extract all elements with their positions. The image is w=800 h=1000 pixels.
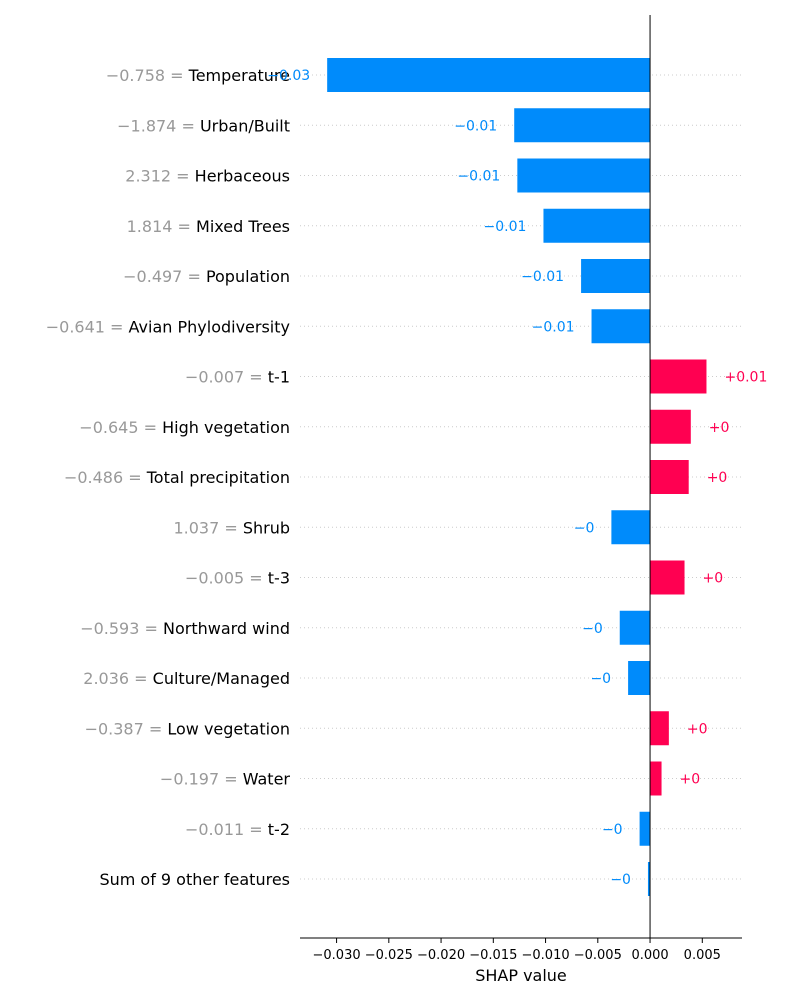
feature-label: −0.593 = Northward wind (80, 619, 290, 638)
bar (650, 460, 689, 494)
feature-name: Culture/Managed (153, 669, 290, 688)
feature-value: −0.011 = (185, 820, 268, 839)
feature-name: Shrub (243, 518, 290, 537)
bar (619, 610, 651, 645)
bar (647, 862, 651, 896)
bar (650, 359, 707, 394)
feature-value: 2.312 = (125, 167, 194, 186)
x-axis-title: SHAP value (475, 966, 567, 985)
bar-value-label: +0 (709, 420, 730, 436)
feature-label: 1.037 = Shrub (173, 518, 290, 537)
feature-label: −0.387 = Low vegetation (85, 719, 290, 738)
bar (517, 158, 651, 193)
bar (628, 661, 651, 695)
bars (327, 58, 707, 896)
bar-value-label: +0 (680, 772, 701, 788)
x-axis: −0.030 −0.025 −0.020 −0.015 −0.010 −0.005 0.00… (300, 937, 742, 963)
bar-value-label: −0 (590, 671, 611, 687)
bar (650, 711, 669, 746)
feature-name: Avian Phylodiversity (129, 317, 290, 336)
x-tick-label: −0.010 (522, 948, 570, 963)
bar (327, 58, 651, 92)
feature-value: −0.486 = (64, 468, 147, 487)
bar-value-label: −0.01 (521, 269, 564, 285)
feature-value: −0.758 = (106, 66, 189, 85)
bar (611, 510, 651, 545)
x-tick-label: −0.005 (574, 948, 622, 963)
x-tick-label: −0.030 (313, 948, 361, 963)
feature-label: 2.312 = Herbaceous (125, 167, 290, 186)
bar-value-label: −0.01 (484, 219, 527, 235)
feature-label: −0.011 = t-2 (185, 820, 290, 839)
feature-value: 1.037 = (173, 518, 242, 537)
feature-label: 2.036 = Culture/Managed (83, 669, 290, 688)
feature-label: −0.497 = Population (123, 267, 290, 286)
feature-name: Population (206, 267, 290, 286)
feature-name: Urban/Built (200, 116, 290, 135)
x-tick-label: −0.025 (365, 948, 413, 963)
bar (650, 409, 691, 444)
feature-value: −0.197 = (160, 770, 243, 789)
bar-value-label: −0 (582, 621, 603, 637)
feature-name: Herbaceous (195, 167, 290, 186)
feature-value: −0.005 = (185, 569, 268, 588)
feature-label: −0.645 = High vegetation (79, 418, 290, 437)
feature-name: Total precipitation (146, 468, 290, 487)
feature-label: −0.197 = Water (160, 770, 291, 789)
bar-value-label: −0.01 (457, 169, 500, 185)
x-tick-label: −0.020 (417, 948, 465, 963)
bar-value-labels: −0.03 −0.01 −0.01 −0.01 −0.01 −0.01 +0.01 +0 +0 −… (267, 68, 767, 888)
feature-value: 2.036 = (83, 669, 152, 688)
feature-value: −0.387 = (85, 719, 168, 738)
feature-name: Northward wind (163, 619, 290, 638)
feature-label: −1.874 = Urban/Built (117, 116, 290, 135)
feature-label: Sum of 9 other features (99, 870, 290, 889)
bar-value-label: −0 (602, 822, 623, 838)
feature-name: t-2 (268, 820, 290, 839)
bar (650, 560, 685, 595)
bar-value-label: +0 (707, 470, 728, 486)
feature-label: −0.007 = t-1 (185, 368, 290, 387)
feature-value: 1.814 = (127, 217, 196, 236)
feature-label: −0.641 = Avian Phylodiversity (46, 317, 290, 336)
bar-value-label: −0 (574, 520, 595, 536)
bar-value-label: −0 (610, 872, 631, 888)
feature-label: 1.814 = Mixed Trees (127, 217, 290, 236)
feature-labels: −0.758 = Temperature −1.874 = Urban/Built… (46, 66, 291, 889)
feature-label: −0.486 = Total precipitation (64, 468, 290, 487)
feature-value: −0.641 = (46, 317, 129, 336)
feature-label: −0.758 = Temperature (106, 66, 290, 85)
feature-name: Low vegetation (167, 719, 290, 738)
x-tick-label: 0.005 (684, 948, 721, 963)
x-tick-label: −0.015 (469, 948, 517, 963)
bar-value-label: −0.03 (267, 68, 310, 84)
bar-value-label: +0 (687, 721, 708, 737)
feature-name: t-1 (268, 368, 290, 387)
feature-name: Temperature (188, 66, 290, 85)
feature-name: High vegetation (162, 418, 290, 437)
feature-value: −1.874 = (117, 116, 200, 135)
feature-value: −0.593 = (80, 619, 163, 638)
bar (650, 761, 662, 796)
feature-value: −0.007 = (185, 368, 268, 387)
bar (543, 208, 651, 243)
feature-name: Water (243, 770, 291, 789)
feature-value: −0.645 = (79, 418, 162, 437)
bar (639, 811, 651, 846)
feature-name: Sum of 9 other features (99, 870, 290, 889)
bar (591, 309, 651, 344)
bar (581, 259, 651, 293)
feature-value: −0.497 = (123, 267, 206, 286)
bar-value-label: −0.01 (454, 118, 497, 134)
x-tick-label: 0.000 (631, 948, 668, 963)
feature-label: −0.005 = t-3 (185, 569, 290, 588)
feature-name: Mixed Trees (196, 217, 290, 236)
feature-name: t-3 (268, 569, 290, 588)
bar-value-label: −0.01 (532, 319, 575, 335)
bar-value-label: +0.01 (724, 370, 767, 386)
bar-value-label: +0 (703, 571, 724, 587)
bar (514, 108, 651, 143)
